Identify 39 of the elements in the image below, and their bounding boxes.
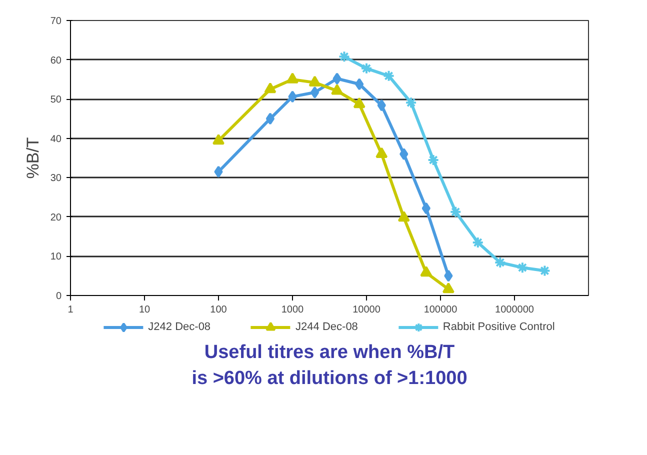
x-tick-label: 10 [138,304,150,316]
point [398,210,410,222]
point [422,202,430,214]
point [331,84,344,95]
legend-label: Rabbit Positive Control [442,321,555,333]
point [264,82,276,94]
legend-label: J242 Dec-08 [148,321,211,333]
point [377,99,386,112]
point [442,282,454,294]
y-tick-label: 60 [50,55,62,66]
point [444,270,453,282]
x-tick-label: 100 [210,304,228,316]
y-tick-label: 0 [56,291,62,302]
point [288,90,297,103]
x-tick-label: 100000 [424,304,458,316]
y-axis-title: %B/T [23,137,42,179]
x-tick-label: 1000 [281,304,304,316]
y-tick-label: 50 [50,94,62,106]
legend-label: J244 Dec-08 [296,321,358,333]
point [332,72,342,85]
y-tick-label: 30 [50,173,62,184]
text: is >60% at dilutions of >1:1000 [192,368,468,389]
text: Useful titres are when %B/T [204,342,456,363]
y-tick-label: 20 [50,212,62,224]
x-tick-label: 1000000 [495,304,534,316]
point [286,72,298,84]
point [310,86,320,98]
y-tick-label: 40 [50,134,62,145]
point [354,78,364,90]
point [353,97,366,108]
point [420,266,432,277]
y-tick-label: 70 [50,16,62,27]
point [400,148,408,160]
point [308,76,321,86]
x-tick-label: 10000 [352,304,381,316]
point [376,147,388,158]
x-tick-label: 1 [68,304,74,316]
point [266,112,275,125]
y-tick-label: 10 [50,252,62,263]
